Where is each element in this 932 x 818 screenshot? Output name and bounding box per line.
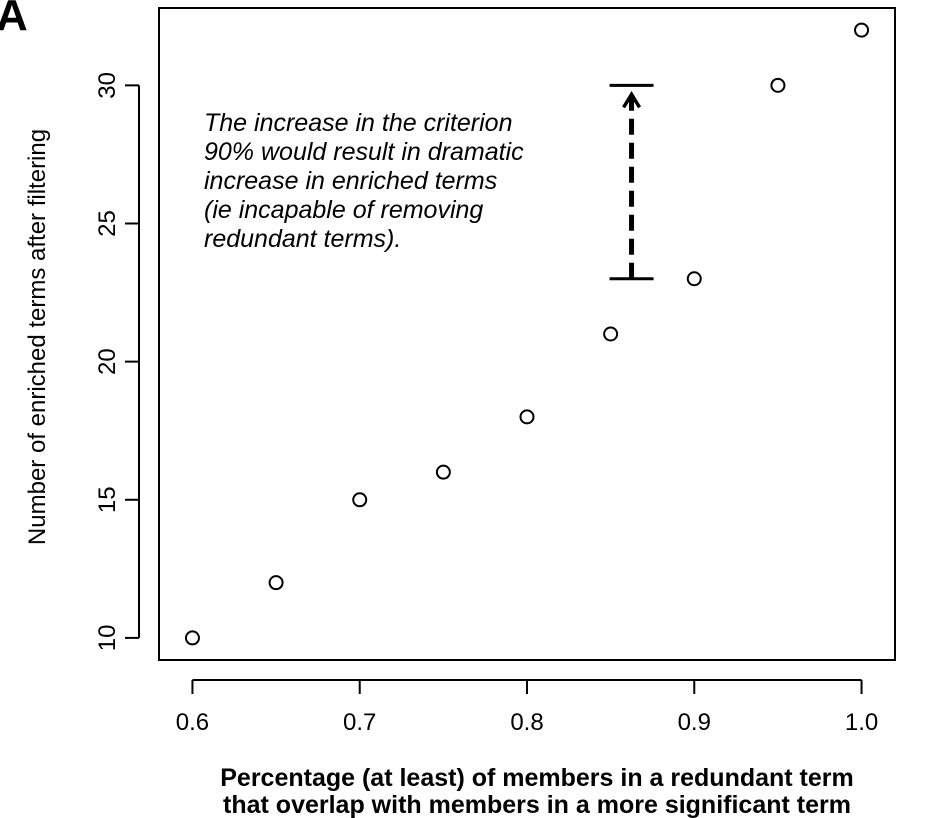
panel-label: A [0, 0, 28, 40]
x-axis: 0.6 0.7 0.8 0.9 1.0 [176, 679, 878, 736]
data-point [519, 409, 535, 425]
annotation-arrow-head [622, 91, 642, 109]
data-point [603, 326, 619, 342]
y-axis-title: Number of enriched terms after filtering [24, 129, 51, 545]
annotation-text-line: (ie incapable of removing [204, 196, 483, 224]
data-point [770, 77, 786, 93]
data-point [352, 492, 368, 508]
x-tick-label: 1.0 [845, 709, 878, 736]
y-tick-label: 10 [94, 625, 121, 652]
y-tick-label: 30 [94, 72, 121, 99]
annotation-text-line: increase in enriched terms [204, 167, 497, 195]
x-tick-label: 0.8 [510, 709, 543, 736]
plot-frame [158, 7, 896, 661]
y-axis: 10 15 20 25 30 [94, 72, 140, 652]
data-point [686, 271, 702, 287]
annotation-text-line: redundant terms). [204, 225, 401, 253]
data-point [854, 22, 870, 38]
y-tick-label: 15 [94, 486, 121, 513]
x-tick-label: 0.9 [678, 709, 711, 736]
data-point [268, 575, 284, 591]
data-points [184, 22, 870, 646]
annotation-text-line: The increase in the criterion [204, 109, 512, 137]
data-point [435, 464, 451, 480]
y-tick-label: 25 [94, 210, 121, 237]
x-tick-label: 0.7 [343, 709, 376, 736]
x-axis-title-line-1: Percentage (at least) of members in a re… [220, 764, 854, 792]
x-axis-title-line-2: that overlap with members in a more sign… [223, 791, 851, 818]
x-tick-label: 0.6 [176, 709, 209, 736]
y-tick-label: 20 [94, 348, 121, 375]
annotation-text-line: 90% would result in dramatic [204, 138, 524, 166]
data-point [184, 630, 200, 646]
